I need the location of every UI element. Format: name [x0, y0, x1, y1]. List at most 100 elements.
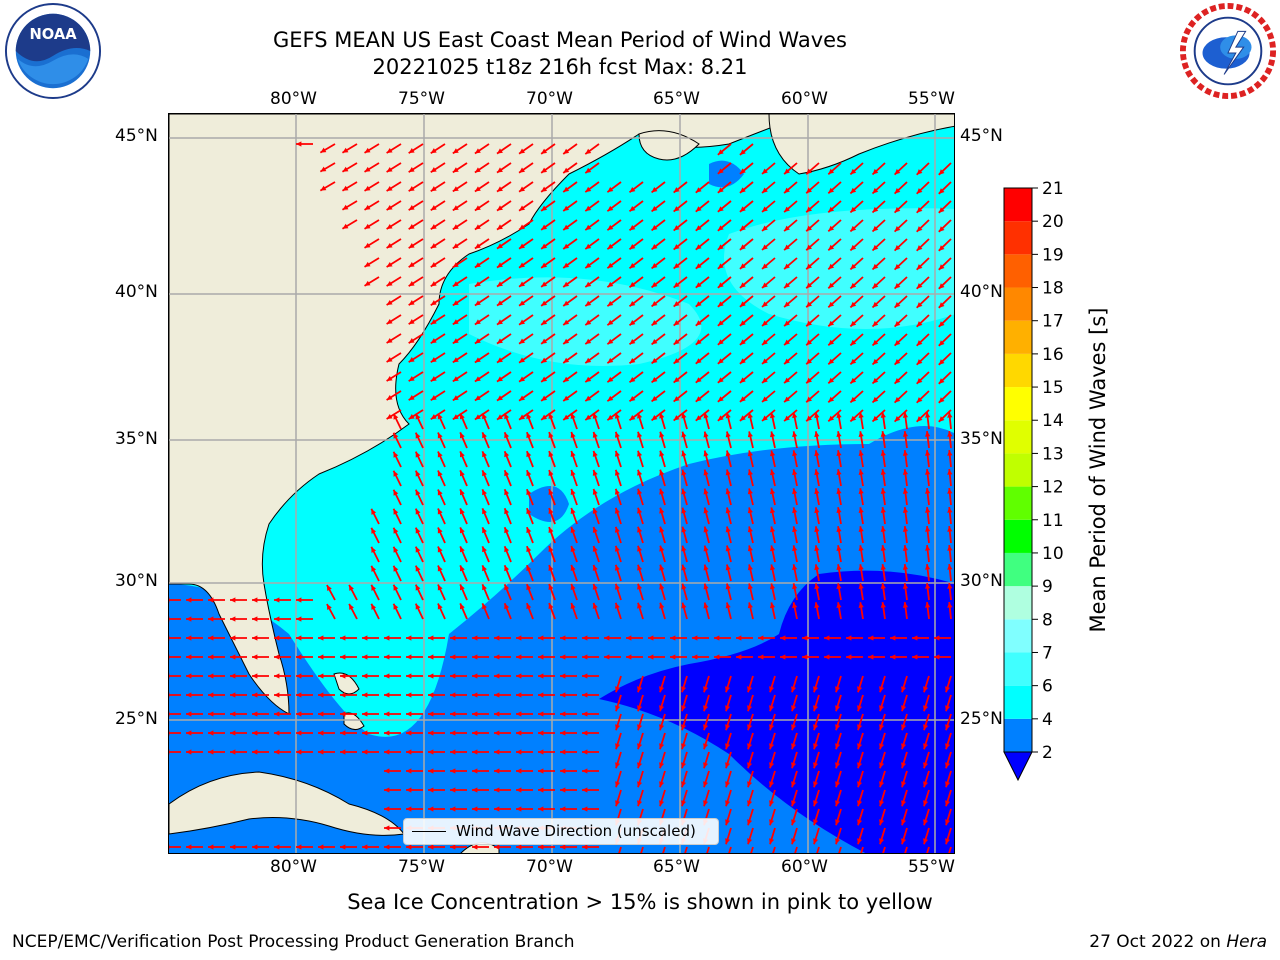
wind-wave-arrow-head	[894, 340, 901, 346]
wind-wave-arrow-head	[472, 844, 478, 850]
wind-wave-arrow-head	[659, 488, 665, 495]
lon-label-top-80w: 80°W	[270, 89, 317, 109]
wind-wave-arrow-head	[474, 262, 481, 268]
wind-wave-arrow-head	[393, 584, 399, 591]
wind-wave-arrow-head	[472, 787, 478, 793]
wind-wave-arrow-head	[651, 358, 658, 364]
colorbar-ticks: 21 20 19 18 17 16 15 14 13 12 11 10 9 8 7 6 4 2	[1032, 179, 1064, 763]
wind-wave-arrow-head	[430, 262, 437, 268]
wind-wave-arrow-head	[947, 583, 953, 589]
wind-wave-arrow-head	[747, 602, 753, 609]
colorbar-tick-label: 4	[1042, 710, 1053, 730]
wind-wave-arrow-head	[673, 339, 680, 345]
wind-wave-arrow-head	[371, 508, 377, 515]
wind-wave-arrow-head	[607, 205, 614, 212]
wind-wave-arrow-head	[582, 806, 588, 812]
wind-wave-arrow-head	[437, 413, 443, 420]
ocean-band-6-7-patch	[724, 208, 954, 329]
wind-wave-arrow-head	[681, 743, 687, 750]
wind-wave-arrow-head	[725, 526, 731, 533]
wind-wave-arrow-head	[504, 489, 510, 496]
wind-wave-arrow-head	[496, 243, 503, 249]
wind-wave-arrow-head	[538, 806, 544, 812]
wind-wave-arrow-head	[739, 187, 746, 193]
wind-wave-arrow-head	[496, 224, 503, 230]
wind-wave-arrow-head	[902, 526, 909, 532]
wind-wave-arrow-head	[747, 545, 753, 552]
wind-wave-arrow-head	[828, 358, 835, 365]
wind-wave-arrow-head	[850, 263, 857, 270]
wind-wave-arrow-head	[850, 396, 857, 403]
wind-wave-arrow-head	[857, 686, 863, 693]
wind-wave-arrow-head	[806, 301, 812, 308]
wind-wave-arrow-shaft	[772, 846, 776, 853]
wind-wave-arrow-head	[791, 838, 797, 845]
wind-wave-arrow-head	[828, 225, 835, 232]
wind-wave-arrow-head	[703, 564, 709, 571]
colorbar-segment	[1004, 718, 1032, 752]
wind-wave-arrow-head	[651, 282, 658, 288]
wind-wave-arrow-head	[836, 545, 842, 552]
wind-wave-arrow-head	[814, 564, 820, 571]
wind-wave-arrow-head	[208, 711, 214, 717]
wind-wave-arrow-head	[393, 432, 399, 439]
wind-wave-arrow-head	[408, 357, 415, 363]
wind-wave-arrow-head	[828, 206, 835, 213]
wind-wave-arrow-head	[570, 564, 576, 571]
lat-label-left-45n: 45°N	[115, 126, 158, 146]
wind-wave-arrow-head	[563, 224, 570, 230]
wind-wave-arrow-head	[592, 545, 598, 552]
wind-wave-arrow-head	[872, 320, 879, 327]
wind-wave-arrow-head	[592, 507, 598, 514]
wind-wave-arrow-head	[651, 263, 658, 269]
wind-wave-arrow-head	[725, 819, 731, 826]
wind-wave-arrow-head	[482, 413, 487, 420]
wind-wave-arrow-head	[541, 357, 548, 363]
wind-wave-arrow-head	[384, 711, 390, 717]
wind-wave-arrow-head	[296, 635, 302, 641]
wind-wave-arrow-head	[901, 800, 907, 807]
wind-wave-arrow-head	[459, 584, 465, 591]
wind-wave-arrow-head	[406, 844, 412, 850]
wind-wave-arrow-head	[828, 187, 835, 194]
wind-wave-arrow-head	[739, 244, 746, 250]
wind-wave-arrow-head	[784, 206, 790, 213]
wind-wave-arrow-head	[784, 168, 790, 175]
wind-wave-arrow-head	[563, 338, 570, 344]
wind-wave-arrow-head	[784, 301, 790, 308]
wind-wave-arrow-head	[945, 762, 951, 769]
wind-wave-arrow-head	[681, 564, 687, 571]
wind-wave-arrow-head	[850, 358, 857, 365]
wind-wave-arrow-head	[393, 565, 399, 572]
wind-wave-arrow-head	[695, 187, 702, 193]
wind-wave-arrow-head	[592, 488, 598, 495]
wind-wave-arrow-head	[747, 564, 753, 571]
wind-wave-arrow-head	[592, 526, 598, 533]
wind-wave-arrow-head	[494, 635, 500, 641]
wind-wave-arrow-head	[637, 686, 643, 693]
wind-wave-arrow-head	[452, 300, 459, 306]
wind-wave-arrow-head	[925, 450, 931, 456]
wind-wave-arrow-head	[393, 413, 399, 420]
wind-wave-arrow-head	[519, 338, 525, 344]
wind-wave-arrow-head	[850, 339, 857, 346]
wind-wave-arrow-head	[835, 838, 841, 845]
wind-wave-arrow-head	[614, 412, 620, 419]
wind-wave-arrow-head	[362, 749, 368, 755]
wind-wave-arrow-head	[901, 724, 907, 731]
wind-wave-arrow-head	[769, 526, 776, 533]
wind-wave-arrow-head	[925, 602, 931, 608]
wind-wave-arrow-head	[703, 800, 709, 807]
wind-wave-arrow-head	[386, 299, 393, 306]
wind-wave-arrow-head	[615, 705, 621, 712]
wind-wave-arrow-head	[725, 545, 731, 552]
wind-wave-arrow-head	[386, 261, 393, 268]
colorbar-segment	[1004, 287, 1032, 321]
wind-wave-arrow-head	[762, 206, 768, 212]
wind-wave-arrow-head	[585, 243, 592, 250]
wind-wave-arrow-head	[386, 242, 393, 249]
wind-wave-arrow-head	[186, 616, 192, 622]
wind-wave-arrow-head	[428, 844, 434, 850]
wind-wave-arrow-head	[342, 185, 349, 191]
wind-wave-arrow-head	[408, 414, 415, 420]
